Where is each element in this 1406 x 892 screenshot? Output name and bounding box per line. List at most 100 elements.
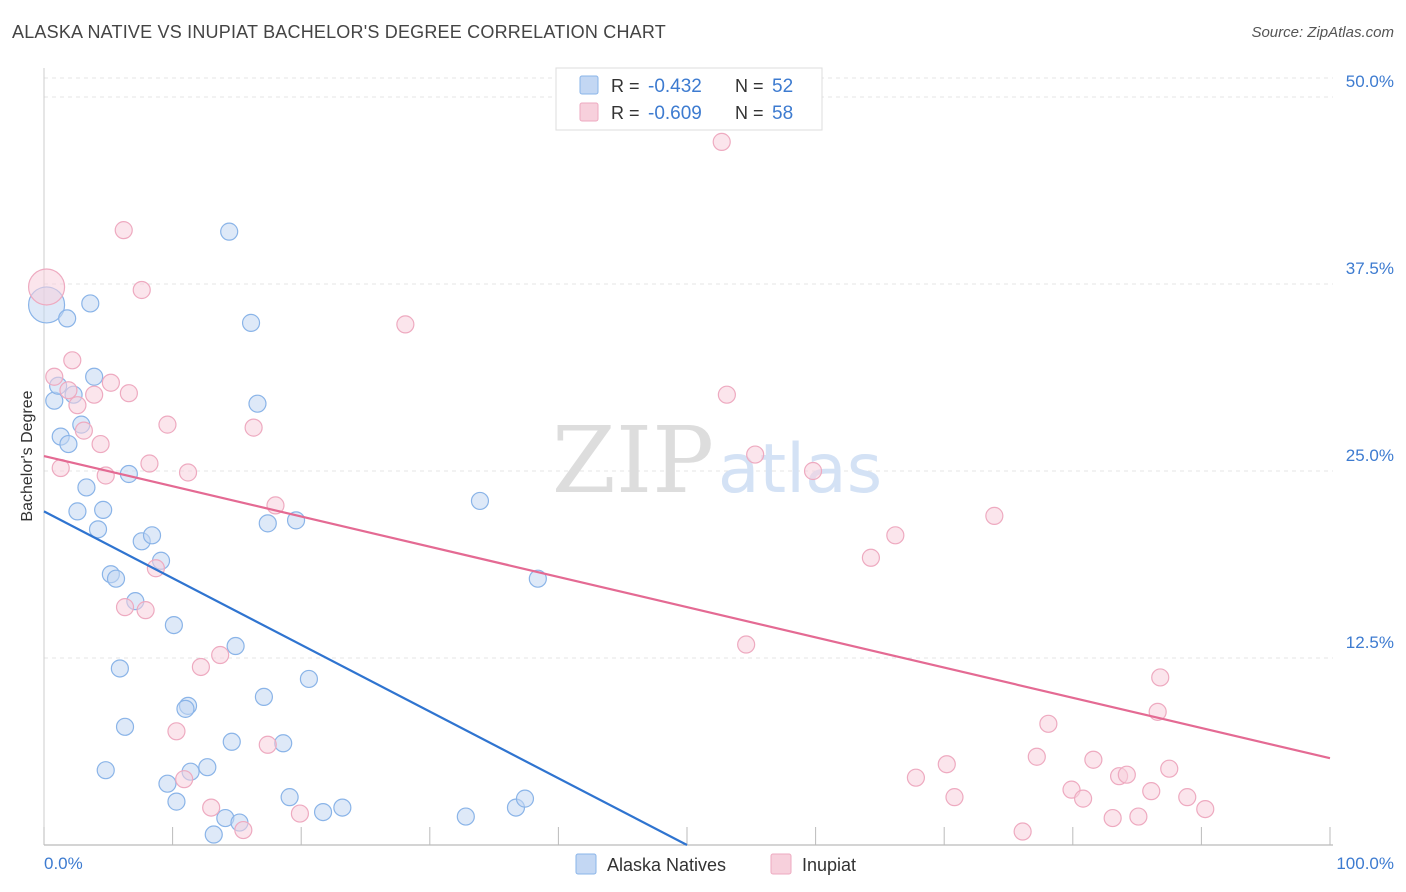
point-inupiat [114, 221, 133, 240]
stats-r-label-inupiat: R = [611, 103, 640, 123]
point-alaska-natives [333, 798, 352, 817]
point-alaska-natives [96, 761, 115, 780]
point-inupiat [202, 798, 221, 817]
stats-swatch-alaska-natives [579, 75, 599, 95]
point-inupiat [1084, 750, 1103, 769]
point-inupiat [27, 268, 66, 306]
point-inupiat [1039, 714, 1058, 733]
point-alaska-natives [85, 367, 104, 386]
point-inupiat [886, 526, 905, 545]
point-inupiat [937, 755, 956, 774]
watermark-atlas: atlas [718, 430, 882, 509]
point-alaska-natives [515, 789, 535, 808]
x-tick-label-min: 0.0% [44, 854, 83, 873]
point-alaska-natives [313, 802, 333, 822]
point-alaska-natives [220, 222, 239, 241]
stats-r-label-alaska-natives: R = [611, 76, 640, 96]
legend-label-alaska-natives: Alaska Natives [607, 855, 726, 875]
point-alaska-natives [248, 394, 267, 413]
point-inupiat [1151, 668, 1170, 687]
point-inupiat [803, 461, 823, 481]
point-inupiat [101, 373, 120, 392]
point-inupiat [985, 506, 1004, 525]
point-inupiat [945, 788, 964, 807]
point-inupiat [167, 722, 186, 741]
point-inupiat [717, 385, 736, 404]
watermark: ZIP atlas [552, 407, 882, 514]
point-inupiat [68, 396, 87, 415]
stats-swatch-inupiat [579, 102, 599, 122]
point-inupiat [178, 463, 198, 482]
point-alaska-natives [164, 615, 183, 635]
legend-label-inupiat: Inupiat [802, 855, 856, 875]
point-inupiat [85, 385, 104, 404]
point-inupiat [45, 367, 64, 386]
point-inupiat [258, 735, 277, 754]
point-inupiat [175, 770, 194, 789]
point-inupiat [140, 454, 159, 473]
point-alaska-natives [470, 491, 490, 511]
gridlines [44, 77, 1333, 659]
point-inupiat [91, 434, 110, 454]
point-inupiat [158, 415, 177, 434]
trendline-alaska-natives [43, 510, 688, 846]
point-inupiat [746, 445, 765, 464]
point-inupiat [737, 635, 756, 654]
point-alaska-natives [68, 502, 87, 521]
point-alaska-natives [94, 500, 113, 519]
chart-source: Source: ZipAtlas.com [1251, 24, 1394, 41]
point-alaska-natives [77, 478, 96, 497]
point-alaska-natives [198, 758, 217, 777]
trendlines [43, 454, 1331, 846]
point-inupiat [234, 820, 253, 840]
point-inupiat [906, 768, 926, 787]
point-inupiat [74, 421, 93, 440]
y-tick-label: 37.5% [1346, 259, 1394, 278]
stats-legend: R = -0.432 N = 52 R = -0.609 N = 58 [555, 67, 823, 131]
point-alaska-natives [167, 792, 186, 811]
point-alaska-natives [258, 514, 277, 533]
y-tick-label: 12.5% [1346, 633, 1394, 652]
y-tick-labels: 12.5% 25.0% 37.5% 50.0% [1346, 72, 1394, 652]
chart-title: ALASKA NATIVE VS INUPIAT BACHELOR'S DEGR… [12, 22, 666, 42]
point-inupiat [1142, 782, 1161, 801]
point-alaska-natives [59, 434, 78, 454]
point-alaska-natives [58, 309, 77, 328]
point-alaska-natives [241, 313, 261, 332]
point-inupiat [1129, 807, 1148, 826]
point-alaska-natives [176, 699, 195, 718]
point-inupiat [290, 804, 310, 823]
legend-swatch-alaska-natives [575, 853, 597, 875]
point-alaska-natives [45, 391, 64, 410]
point-inupiat [396, 315, 415, 334]
stats-n-label-alaska-natives: N = [735, 76, 764, 96]
trendline-inupiat [43, 454, 1331, 760]
point-alaska-natives [254, 687, 274, 706]
point-alaska-natives [456, 807, 475, 826]
y-axis-label: Bachelor's Degree [19, 390, 36, 521]
point-inupiat [59, 381, 78, 400]
point-alaska-natives [299, 669, 319, 689]
point-alaska-natives [528, 569, 547, 588]
point-alaska-natives [106, 569, 126, 588]
point-alaska-natives [274, 734, 293, 753]
y-tick-label: 25.0% [1346, 446, 1394, 465]
point-inupiat [119, 384, 138, 403]
point-inupiat [1103, 808, 1122, 828]
point-inupiat [1196, 799, 1215, 819]
point-alaska-natives [81, 294, 100, 313]
point-inupiat [132, 280, 151, 300]
stats-r-value-alaska-natives: -0.432 [648, 76, 702, 97]
point-inupiat [712, 132, 731, 151]
point-inupiat [1160, 759, 1179, 778]
point-inupiat [115, 598, 135, 617]
point-inupiat [136, 601, 155, 620]
point-alaska-natives [142, 526, 162, 545]
stats-n-label-inupiat: N = [735, 103, 764, 123]
point-alaska-natives [158, 774, 177, 793]
x-tick-labels: 0.0% 100.0% [44, 854, 1394, 873]
point-alaska-natives [88, 520, 108, 539]
x-tick-label-max: 100.0% [1336, 854, 1394, 873]
point-alaska-natives [115, 717, 135, 736]
